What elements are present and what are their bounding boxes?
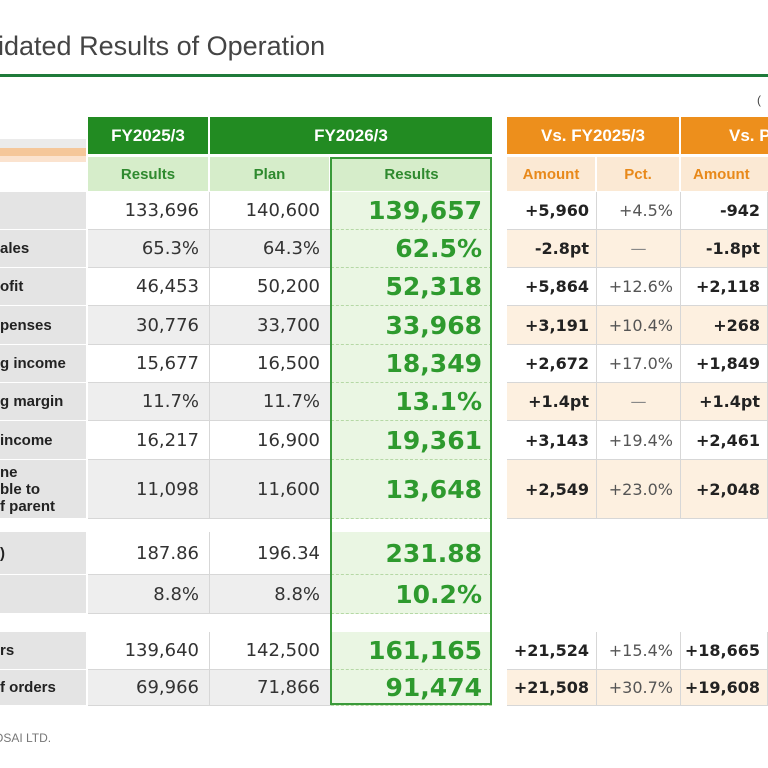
fy2025-results-cell: 16,217 bbox=[88, 421, 210, 460]
fy2025-results-cell: 11,098 bbox=[88, 460, 210, 519]
vs-fy2025-pct-cell: +23.0% bbox=[597, 460, 681, 519]
vs-plan-amount-cell: +18,665 bbox=[681, 632, 768, 670]
fy2025-results-cell: 8.8% bbox=[88, 575, 210, 614]
fy2026-results-cell: 13,648 bbox=[331, 460, 492, 519]
vs-plan-amount-cell: +268 bbox=[681, 306, 768, 345]
vs-fy2025-amount-cell: +3,191 bbox=[507, 306, 597, 345]
subheader-amount-vs-fy2025: Amount bbox=[507, 157, 595, 191]
plan-cell: 16,900 bbox=[210, 421, 331, 460]
fy2025-results-cell: 187.86 bbox=[88, 532, 210, 575]
fy2026-results-cell: 139,657 bbox=[331, 192, 492, 230]
plan-cell: 33,700 bbox=[210, 306, 331, 345]
row-label: income bbox=[0, 421, 86, 459]
fy2026-results-cell: 52,318 bbox=[331, 268, 492, 306]
vs-fy2025-pct-cell: +19.4% bbox=[597, 421, 681, 460]
fy2026-results-cell: 13.1% bbox=[331, 383, 492, 421]
fy2026-results-cell: 10.2% bbox=[331, 575, 492, 614]
plan-cell: 71,866 bbox=[210, 670, 331, 706]
fy2025-results-cell: 15,677 bbox=[88, 345, 210, 383]
fy2026-results-cell: 91,474 bbox=[331, 670, 492, 706]
plan-cell: 11,600 bbox=[210, 460, 331, 519]
fy2025-results-cell: 65.3% bbox=[88, 230, 210, 268]
fy2025-results-cell: 11.7% bbox=[88, 383, 210, 421]
row-label bbox=[0, 575, 86, 613]
row-label: f orders bbox=[0, 670, 86, 705]
vs-fy2025-pct-cell: +10.4% bbox=[597, 306, 681, 345]
vs-fy2025-pct-cell: — bbox=[597, 230, 681, 268]
plan-cell: 140,600 bbox=[210, 192, 331, 230]
vs-fy2025-amount-cell: +21,508 bbox=[507, 670, 597, 706]
subheader-results-2026: Results bbox=[331, 157, 492, 191]
title-underline bbox=[0, 74, 768, 77]
vs-fy2025-amount-cell: +5,960 bbox=[507, 192, 597, 230]
vs-plan-amount-cell: -1.8pt bbox=[681, 230, 768, 268]
row-label: ofit bbox=[0, 268, 86, 305]
vs-fy2025-pct-cell: — bbox=[597, 383, 681, 421]
vs-plan-amount-cell: +19,608 bbox=[681, 670, 768, 706]
vs-fy2025-pct-cell: +30.7% bbox=[597, 670, 681, 706]
vs-plan-amount-cell: +2,048 bbox=[681, 460, 768, 519]
vs-fy2025-pct-cell: +15.4% bbox=[597, 632, 681, 670]
fy2026-results-cell: 62.5% bbox=[331, 230, 492, 268]
fy2026-results-cell: 18,349 bbox=[331, 345, 492, 383]
subheader-amount-vs-plan: Amount bbox=[681, 157, 768, 191]
vs-fy2025-amount-cell: +2,672 bbox=[507, 345, 597, 383]
subheader-plan: Plan bbox=[210, 157, 329, 191]
fy2025-results-cell: 139,640 bbox=[88, 632, 210, 670]
vs-plan-amount-cell: -942 bbox=[681, 192, 768, 230]
vs-plan-amount-cell: +1,849 bbox=[681, 345, 768, 383]
fy2025-results-cell: 30,776 bbox=[88, 306, 210, 345]
header-vs-fy2025: Vs. FY2025/3 bbox=[507, 117, 679, 154]
row-label: rs bbox=[0, 632, 86, 669]
header-decoration-gray bbox=[0, 139, 86, 148]
plan-cell: 64.3% bbox=[210, 230, 331, 268]
vs-fy2025-amount-cell: +2,549 bbox=[507, 460, 597, 519]
header-decoration-orange bbox=[0, 148, 86, 156]
row-label-line: ne bbox=[0, 463, 18, 481]
fy2025-results-cell: 46,453 bbox=[88, 268, 210, 306]
vs-plan-amount-cell: +2,118 bbox=[681, 268, 768, 306]
vs-plan-amount-cell: +2,461 bbox=[681, 421, 768, 460]
plan-cell: 11.7% bbox=[210, 383, 331, 421]
vs-fy2025-amount-cell: +5,864 bbox=[507, 268, 597, 306]
row-label: g margin bbox=[0, 383, 86, 420]
row-label: ne ble to f parent bbox=[0, 460, 86, 518]
fy2026-results-cell: 161,165 bbox=[331, 632, 492, 670]
plan-cell: 8.8% bbox=[210, 575, 331, 614]
row-label: g income bbox=[0, 345, 86, 382]
row-label: penses bbox=[0, 306, 86, 344]
fy2025-results-cell: 69,966 bbox=[88, 670, 210, 706]
header-vs-plan: Vs. P bbox=[681, 117, 768, 154]
vs-fy2025-pct-cell: +4.5% bbox=[597, 192, 681, 230]
vs-fy2025-amount-cell: -2.8pt bbox=[507, 230, 597, 268]
vs-fy2025-amount-cell: +21,524 bbox=[507, 632, 597, 670]
row-label bbox=[0, 192, 86, 229]
plan-cell: 196.34 bbox=[210, 532, 331, 575]
subheader-pct-vs-fy2025: Pct. bbox=[597, 157, 679, 191]
header-fy2026: FY2026/3 bbox=[210, 117, 492, 154]
page-title: lidated Results of Operation bbox=[0, 31, 326, 61]
row-label: ) bbox=[0, 532, 86, 574]
vs-fy2025-amount-cell: +1.4pt bbox=[507, 383, 597, 421]
vs-fy2025-pct-cell: +17.0% bbox=[597, 345, 681, 383]
header-fy2025: FY2025/3 bbox=[88, 117, 208, 154]
header-decoration-peach bbox=[0, 156, 86, 162]
vs-fy2025-amount-cell: +3,143 bbox=[507, 421, 597, 460]
plan-cell: 16,500 bbox=[210, 345, 331, 383]
row-label-line: ble to bbox=[0, 480, 40, 498]
footer-company: OSAI LTD. bbox=[0, 731, 52, 745]
plan-cell: 142,500 bbox=[210, 632, 331, 670]
vs-fy2025-pct-cell: +12.6% bbox=[597, 268, 681, 306]
fy2026-results-cell: 19,361 bbox=[331, 421, 492, 460]
fy2026-results-cell: 231.88 bbox=[331, 532, 492, 575]
plan-cell: 50,200 bbox=[210, 268, 331, 306]
subheader-results-2025: Results bbox=[88, 157, 208, 191]
row-label: ales bbox=[0, 230, 86, 267]
row-label-line: f parent bbox=[0, 497, 56, 515]
unit-note: ( bbox=[757, 93, 761, 107]
fy2026-results-cell: 33,968 bbox=[331, 306, 492, 345]
fy2025-results-cell: 133,696 bbox=[88, 192, 210, 230]
vs-plan-amount-cell: +1.4pt bbox=[681, 383, 768, 421]
